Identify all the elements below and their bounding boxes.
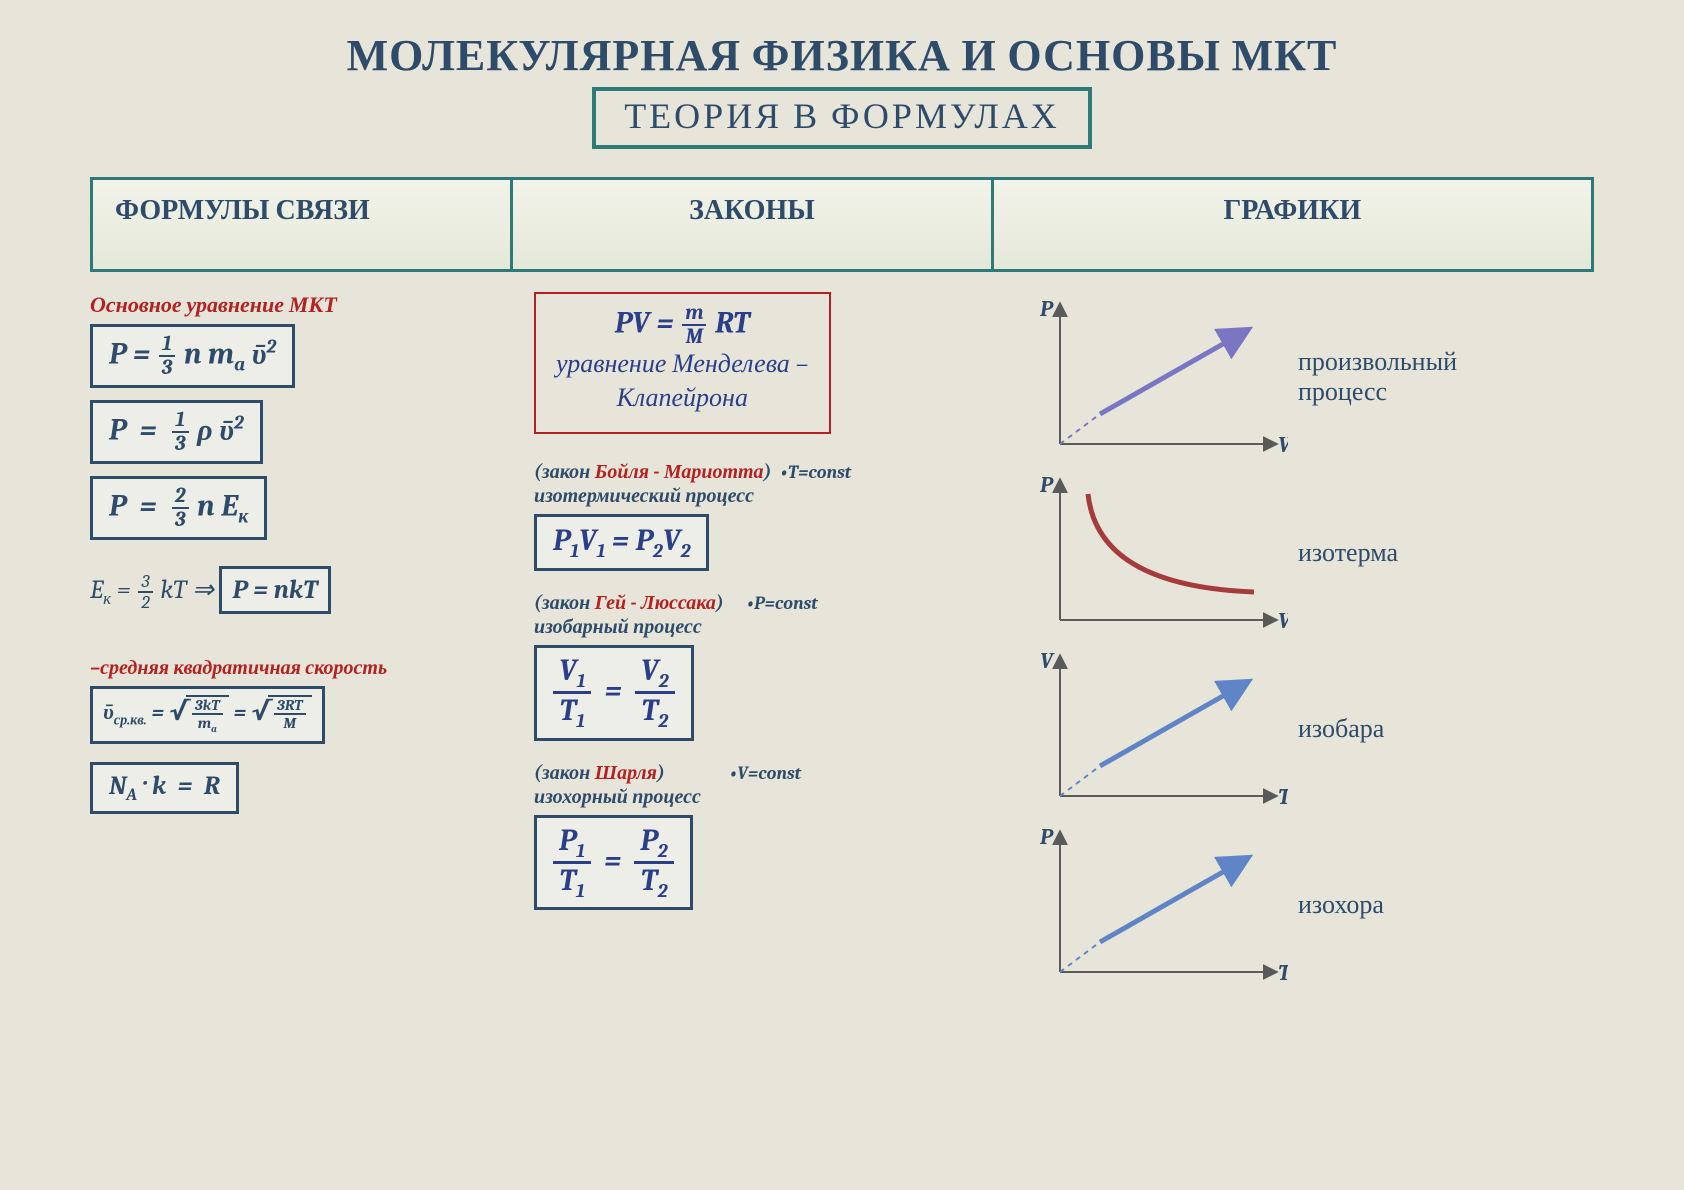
graph-1: P V — [1028, 468, 1288, 638]
formula-vrms: ῡср.кв. = 3kTma = 3RTM — [90, 686, 325, 744]
graph-label: изотерма — [1298, 538, 1398, 568]
column-laws: PV = mM RT уравнение Менделева –Клапейро… — [534, 292, 1004, 996]
svg-text:P: P — [1039, 824, 1054, 850]
law2-formula: V1T1 = V2T2 — [534, 645, 694, 741]
header-table: ФОРМУЛЫ СВЯЗИ ЗАКОНЫ ГРАФИКИ — [90, 177, 1594, 272]
graph-row: V T изобара — [1028, 644, 1594, 814]
graph-0: P V — [1028, 292, 1288, 462]
graph-label: произвольныйпроцесс — [1298, 347, 1457, 407]
graph-row: P V изотерма — [1028, 468, 1594, 638]
svg-text:V: V — [1278, 608, 1288, 634]
svg-text:V: V — [1278, 432, 1288, 458]
svg-text:P: P — [1039, 296, 1054, 322]
column-formulas: Основное уравнение МКТ P = 13 n ma ῡ2 P … — [90, 292, 510, 996]
law3-head: (закон Шарля) •V=const изохорный процесс — [534, 761, 801, 809]
subtitle-wrap: ТЕОРИЯ В ФОРМУЛАХ — [90, 87, 1594, 149]
subtitle: ТЕОРИЯ В ФОРМУЛАХ — [592, 87, 1092, 149]
formula-p-rhov2: P = 13 ρ ῡ2 — [90, 400, 263, 464]
speed-label: –средняя квадратичная скорость — [90, 656, 387, 680]
main-eq-label: Основное уравнение МКТ — [90, 292, 337, 318]
svg-text:T: T — [1278, 784, 1288, 810]
graph-label: изохора — [1298, 890, 1384, 920]
graph-3: P T — [1028, 820, 1288, 990]
law2-head: (закон Гей - Люссака) •P=const изобарный… — [534, 591, 818, 639]
graph-row: P V произвольныйпроцесс — [1028, 292, 1594, 462]
th-col2: ЗАКОНЫ — [512, 179, 992, 271]
law3-formula: P1T1 = P2T2 — [534, 815, 693, 911]
svg-text:T: T — [1278, 960, 1288, 986]
formula-p-nEk: P = 23 n Eк — [90, 476, 267, 540]
formula-p-nkt: P = nkT — [219, 566, 330, 614]
law1-head: (закон Бойля - Мариотта) •T=const изотер… — [534, 460, 851, 508]
formula-nak-r: NA · k = R — [90, 762, 239, 814]
page-title: МОЛЕКУЛЯРНАЯ ФИЗИКА И ОСНОВЫ МКТ — [90, 30, 1594, 81]
ek-eq: Eк = 32 kT ⇒ — [90, 575, 219, 605]
graph-row: P T изохора — [1028, 820, 1594, 990]
th-col3: ГРАФИКИ — [992, 179, 1592, 271]
graph-label: изобара — [1298, 714, 1384, 744]
svg-text:P: P — [1039, 472, 1054, 498]
law1-formula: P1V1 = P2V2 — [534, 514, 709, 571]
graph-2: V T — [1028, 644, 1288, 814]
mendeleev-box: PV = mM RT уравнение Менделева –Клапейро… — [534, 292, 831, 434]
mendeleev-eq: PV = mM RT — [556, 302, 809, 348]
mendeleev-caption: уравнение Менделева –Клапейрона — [556, 348, 809, 416]
formula-p-nmv2: P = 13 n ma ῡ2 — [90, 324, 295, 388]
column-graphs: P V произвольныйпроцесс P V изотерма — [1028, 292, 1594, 996]
th-col1: ФОРМУЛЫ СВЯЗИ — [92, 179, 512, 271]
svg-text:V: V — [1040, 648, 1055, 674]
